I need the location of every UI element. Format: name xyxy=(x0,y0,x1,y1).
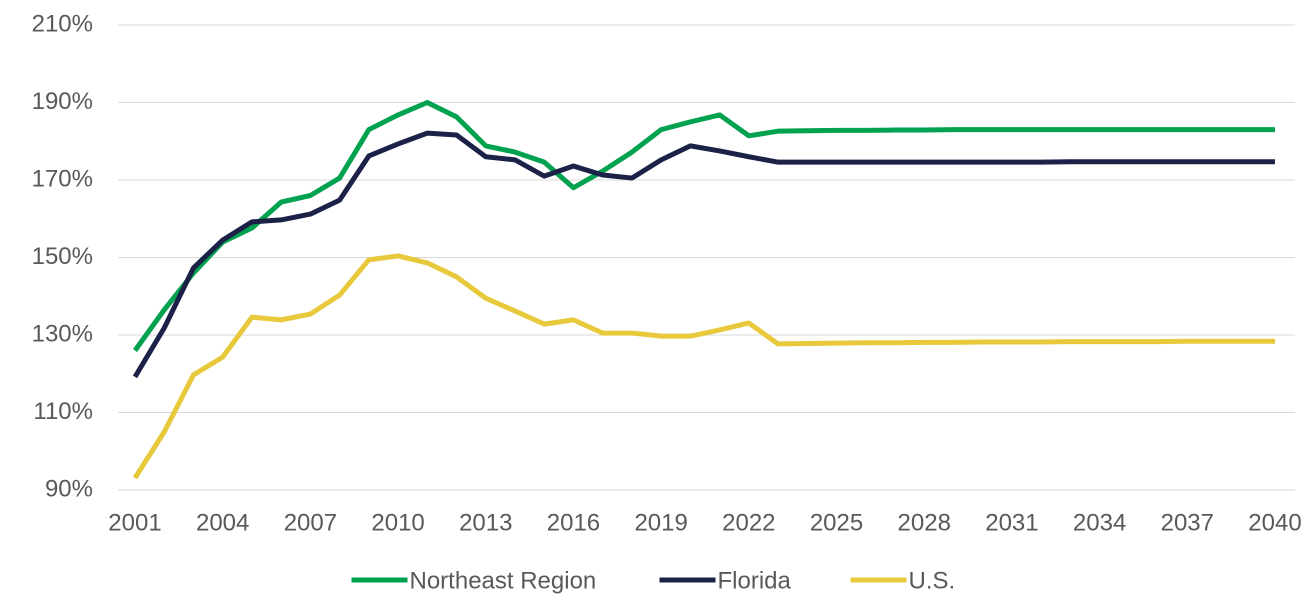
y-tick-label: 110% xyxy=(33,398,93,425)
series-line xyxy=(132,100,1275,352)
legend-label: Florida xyxy=(718,567,792,594)
x-tick-label: 2019 xyxy=(634,509,687,536)
y-tick-label: 170% xyxy=(32,165,93,192)
x-tick-label: 2007 xyxy=(284,509,337,536)
x-tick-label: 2001 xyxy=(108,509,161,536)
y-tick-label: 150% xyxy=(32,243,93,270)
y-tick-label: 130% xyxy=(32,320,93,347)
y-tick-label: 210% xyxy=(32,10,93,37)
x-tick-label: 2016 xyxy=(547,509,600,536)
x-tick-label: 2031 xyxy=(985,509,1038,536)
legend-label: Northeast Region xyxy=(410,567,597,594)
y-tick-label: 190% xyxy=(32,88,93,115)
series-line xyxy=(132,130,1275,379)
x-tick-label: 2010 xyxy=(371,509,424,536)
x-tick-label: 2034 xyxy=(1073,509,1126,536)
x-tick-label: 2022 xyxy=(722,509,775,536)
x-tick-label: 2004 xyxy=(196,509,249,536)
x-tick-label: 2025 xyxy=(810,509,863,536)
x-tick-label: 2028 xyxy=(898,509,951,536)
legend-label: U.S. xyxy=(909,567,956,594)
x-tick-label: 2037 xyxy=(1161,509,1214,536)
series-line xyxy=(132,253,1275,480)
x-tick-label: 2040 xyxy=(1248,509,1301,536)
y-tick-label: 90% xyxy=(45,475,93,502)
x-tick-label: 2013 xyxy=(459,509,512,536)
